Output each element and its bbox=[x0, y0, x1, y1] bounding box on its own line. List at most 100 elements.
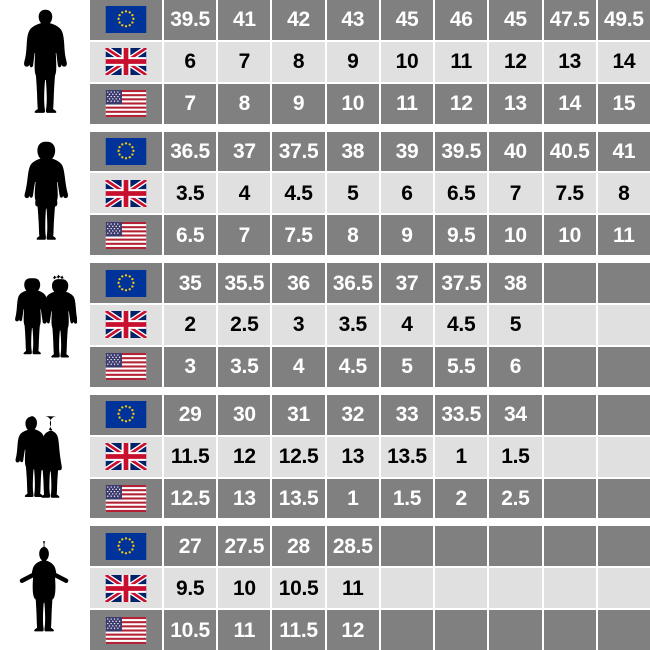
size-cell: 2.5 bbox=[489, 478, 544, 519]
size-cell-empty bbox=[435, 526, 490, 567]
size-cell-empty bbox=[380, 568, 436, 609]
youth-pair-silhouette-icon bbox=[0, 263, 90, 387]
size-cell: 11 bbox=[218, 610, 273, 650]
size-cell: 9 bbox=[380, 215, 436, 256]
size-cell-empty bbox=[597, 263, 650, 304]
size-row-toddler-us: 10.5 11 11.5 12 bbox=[90, 608, 650, 650]
size-cell: 12.5 bbox=[164, 478, 219, 519]
size-cell: 8 bbox=[597, 173, 650, 214]
size-group-youth: 35 35.5 36 36.5 37 37.5 38 2 2.5 3 3.5 4 4.5 5 3 3.5 4… bbox=[0, 263, 650, 387]
size-cell: 10 bbox=[326, 83, 381, 124]
size-cell: 7.5 bbox=[272, 215, 327, 256]
size-cell: 47.5 bbox=[543, 0, 598, 40]
size-cell: 4.5 bbox=[272, 173, 327, 214]
size-cell: 4 bbox=[272, 346, 327, 387]
children-pair-silhouette-icon bbox=[0, 394, 90, 519]
size-rows-women: 36.5 37 37.5 38 39 39.5 40 40.5 41 3.5 4 4.5 5 6 6.5 7… bbox=[90, 131, 650, 256]
size-row-toddler-eu: 27 27.5 28 28.5 bbox=[90, 526, 650, 567]
size-cell: 2 bbox=[435, 478, 490, 519]
size-cell-empty bbox=[543, 526, 598, 567]
size-cell: 5 bbox=[326, 173, 381, 214]
size-cell: 14 bbox=[597, 41, 650, 82]
size-cell-empty bbox=[543, 305, 598, 345]
size-group-women: 36.5 37 37.5 38 39 39.5 40 40.5 41 3.5 4 4.5 5 6 6.5 7… bbox=[0, 131, 650, 256]
size-cell-empty bbox=[543, 394, 598, 435]
size-cell: 10 bbox=[218, 568, 273, 609]
size-cell: 4 bbox=[218, 173, 273, 214]
eu-flag-icon bbox=[90, 263, 164, 304]
size-cell: 31 bbox=[272, 394, 327, 435]
size-cell-empty bbox=[597, 346, 650, 387]
size-cell: 34 bbox=[489, 394, 544, 435]
us-flag-icon bbox=[90, 478, 164, 519]
size-cell: 6.5 bbox=[435, 173, 490, 214]
size-cell: 37.5 bbox=[435, 263, 490, 304]
size-cell-empty bbox=[489, 610, 544, 650]
size-cell: 41 bbox=[218, 0, 273, 40]
size-cell-empty bbox=[597, 610, 650, 650]
size-cell: 10 bbox=[380, 41, 436, 82]
size-row-men-eu: 39.5 41 42 43 45 46 45 47.5 49.5 bbox=[90, 0, 650, 40]
size-cell: 5 bbox=[489, 305, 544, 345]
size-cell: 3.5 bbox=[164, 173, 219, 214]
size-cell: 12 bbox=[489, 41, 544, 82]
size-cell: 12.5 bbox=[272, 436, 327, 477]
size-cell: 12 bbox=[218, 436, 273, 477]
size-cell: 40 bbox=[489, 131, 544, 172]
size-cell: 4.5 bbox=[435, 305, 490, 345]
size-group-children: 29 30 31 32 33 33.5 34 11.5 12 12.5 13 13.5 1 1.5 12… bbox=[0, 394, 650, 519]
size-cell: 9.5 bbox=[435, 215, 490, 256]
size-cell: 43 bbox=[326, 0, 381, 40]
size-cell: 2.5 bbox=[218, 305, 273, 345]
size-cell: 13 bbox=[218, 478, 273, 519]
size-row-youth-eu: 35 35.5 36 36.5 37 37.5 38 bbox=[90, 263, 650, 304]
size-cell: 38 bbox=[326, 131, 381, 172]
size-cell-empty bbox=[435, 568, 490, 609]
size-cell: 4 bbox=[380, 305, 436, 345]
size-cell: 13.5 bbox=[380, 436, 436, 477]
size-cell: 13 bbox=[326, 436, 381, 477]
size-cell: 29 bbox=[164, 394, 219, 435]
size-row-youth-us: 3 3.5 4 4.5 5 5.5 6 bbox=[90, 344, 650, 387]
size-cell: 6 bbox=[489, 346, 544, 387]
size-cell: 41 bbox=[597, 131, 650, 172]
size-cell: 45 bbox=[380, 0, 436, 40]
size-cell: 3.5 bbox=[218, 346, 273, 387]
size-cell: 9 bbox=[326, 41, 381, 82]
size-cell-empty bbox=[597, 394, 650, 435]
size-cell: 6 bbox=[380, 173, 436, 214]
size-cell: 8 bbox=[272, 41, 327, 82]
uk-flag-icon bbox=[90, 568, 164, 609]
size-cell: 42 bbox=[272, 0, 327, 40]
size-cell: 39.5 bbox=[164, 0, 219, 40]
size-cell: 1 bbox=[435, 436, 490, 477]
size-cell: 11 bbox=[326, 568, 381, 609]
size-row-men-us: 7 8 9 10 11 12 13 14 15 bbox=[90, 81, 650, 124]
size-rows-men: 39.5 41 42 43 45 46 45 47.5 49.5 6 7 8 9 10 11 12 13 14 … bbox=[90, 0, 650, 124]
size-cell: 32 bbox=[326, 394, 381, 435]
us-flag-icon bbox=[90, 610, 164, 650]
size-cell: 36 bbox=[272, 263, 327, 304]
size-cell: 7 bbox=[489, 173, 544, 214]
size-row-children-us: 12.5 13 13.5 1 1.5 2 2.5 bbox=[90, 476, 650, 519]
size-cell: 3.5 bbox=[326, 305, 381, 345]
size-cell: 10.5 bbox=[164, 610, 219, 650]
size-cell-empty bbox=[380, 610, 436, 650]
eu-flag-icon bbox=[90, 0, 164, 40]
size-cell: 9 bbox=[272, 83, 327, 124]
size-cell-empty bbox=[543, 610, 598, 650]
size-cell-empty bbox=[543, 478, 598, 519]
size-cell: 5.5 bbox=[435, 346, 490, 387]
size-group-toddler: 27 27.5 28 28.5 9.5 10 10.5 11 10.5 11 11.5 12 bbox=[0, 526, 650, 650]
us-flag-icon bbox=[90, 215, 164, 256]
size-cell: 27.5 bbox=[218, 526, 273, 567]
size-cell-empty bbox=[489, 526, 544, 567]
size-cell-empty bbox=[597, 478, 650, 519]
size-row-children-eu: 29 30 31 32 33 33.5 34 bbox=[90, 394, 650, 435]
size-cell: 38 bbox=[489, 263, 544, 304]
size-cell-empty bbox=[489, 568, 544, 609]
size-cell: 30 bbox=[218, 394, 273, 435]
size-cell: 15 bbox=[597, 83, 650, 124]
size-cell-empty bbox=[597, 436, 650, 477]
size-cell-empty bbox=[597, 526, 650, 567]
